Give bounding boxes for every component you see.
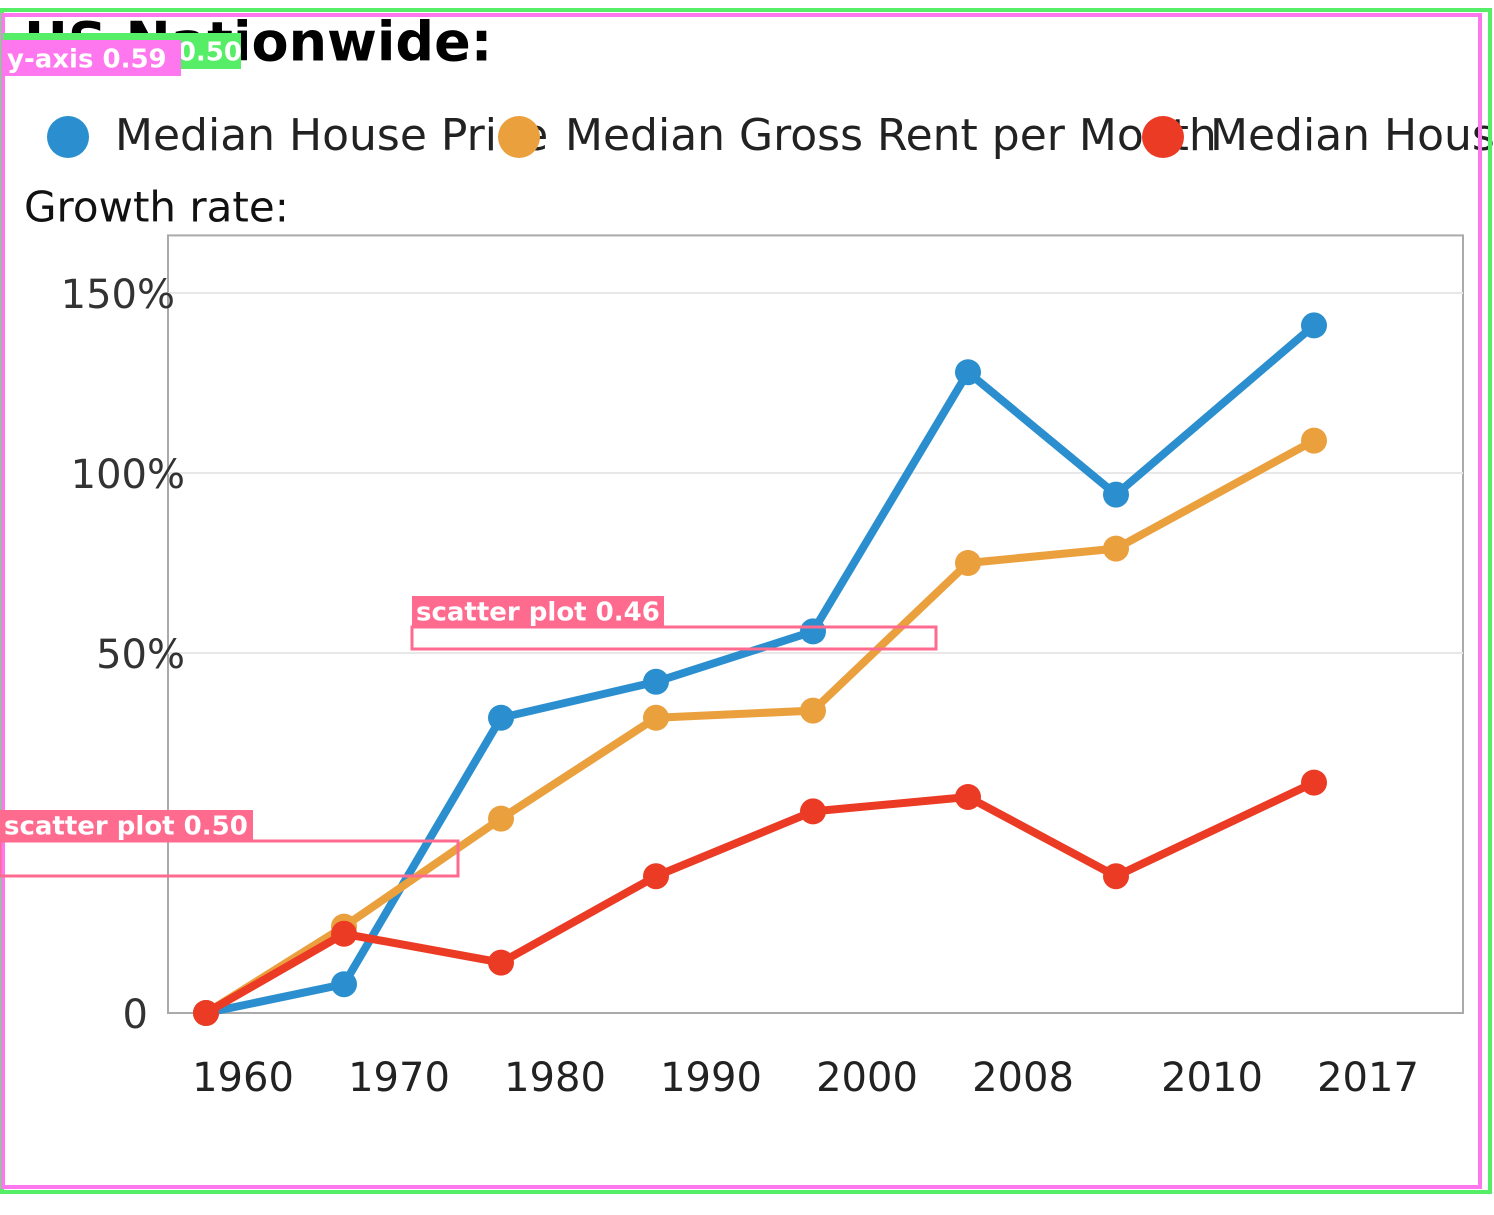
x-tick-label: 2000	[816, 1055, 918, 1101]
data-point	[488, 704, 514, 731]
data-point	[955, 359, 981, 386]
detection-label: scatter plot 0.50	[4, 812, 248, 842]
detection-label: scatter plot 0.46	[416, 598, 660, 628]
legend-marker	[498, 116, 540, 158]
data-point	[488, 949, 514, 976]
data-point	[643, 704, 669, 731]
x-tick-label: 2017	[1317, 1055, 1419, 1101]
data-point	[1103, 863, 1129, 890]
detection-box	[410, 625, 938, 651]
data-point	[800, 697, 826, 724]
x-tick-label: 1970	[348, 1055, 450, 1101]
data-point	[1301, 769, 1327, 796]
data-point	[193, 1000, 219, 1026]
data-point	[331, 920, 357, 947]
y-tick-label: 150%	[61, 272, 175, 318]
data-point	[1301, 312, 1327, 339]
x-tick-label: 2010	[1161, 1055, 1263, 1101]
legend-label: Median House Price	[115, 110, 548, 161]
data-point	[1103, 535, 1129, 562]
detection-tag	[0, 810, 253, 840]
data-point	[1103, 481, 1129, 508]
data-point	[1301, 427, 1327, 454]
x-tick-label: 1960	[192, 1055, 294, 1101]
data-point	[955, 784, 981, 810]
plot-frame	[167, 234, 1464, 1014]
series-line	[203, 437, 1316, 1017]
y-tick-label: 100%	[71, 452, 185, 498]
detection-tag	[412, 596, 664, 626]
data-point	[643, 863, 669, 890]
y-tick-label: 0	[123, 992, 148, 1038]
y-axis-label: Growth rate:	[24, 183, 289, 232]
data-point	[800, 798, 826, 825]
data-point	[331, 971, 357, 998]
legend-label: Median Gross Rent per Month	[565, 110, 1217, 161]
data-point	[643, 668, 669, 695]
x-tick-label: 1990	[660, 1055, 762, 1101]
detection-box	[0, 839, 460, 878]
data-point	[488, 805, 514, 832]
data-point	[955, 550, 981, 576]
series-line	[204, 778, 1316, 1017]
legend-marker	[1142, 116, 1184, 158]
detection-label: y-axis 0.59	[7, 45, 167, 75]
y-tick-label: 50%	[96, 632, 185, 678]
x-tick-label: 2008	[972, 1055, 1074, 1101]
legend-marker	[47, 116, 89, 158]
detection-box	[1, 13, 1482, 1189]
detection-tag	[3, 40, 181, 76]
data-point	[800, 618, 826, 645]
x-tick-label: 1980	[504, 1055, 606, 1101]
legend-label: Median Hous	[1210, 110, 1494, 161]
